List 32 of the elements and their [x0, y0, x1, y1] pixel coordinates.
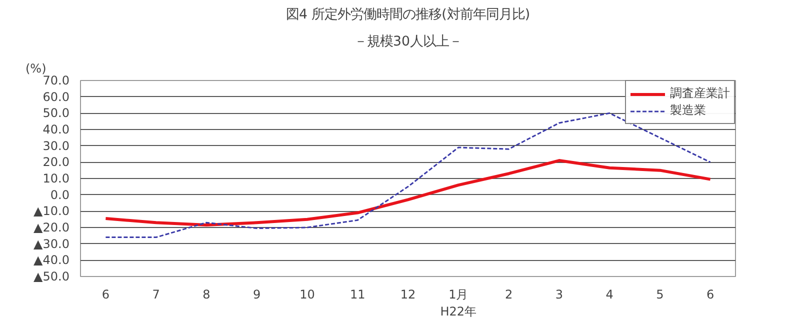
x-tick-label: 12 — [400, 288, 416, 302]
x-tick-label: 3 — [555, 288, 563, 302]
x-tick-label: 8 — [202, 288, 210, 302]
x-tick-label: 5 — [656, 288, 664, 302]
y-axis-title: (%) — [26, 62, 46, 76]
x-tick-label: 6 — [706, 288, 714, 302]
x-tick-label: 7 — [152, 288, 160, 302]
y-tick-label: 0.0 — [50, 188, 70, 202]
y-tick-label: 60.0 — [42, 90, 70, 104]
y-tick-label: 10.0 — [42, 172, 70, 186]
y-tick-label: 30.0 — [42, 138, 70, 153]
y-tick-label: ▲40.0 — [34, 253, 70, 268]
x-tick-label: 4 — [606, 288, 614, 302]
y-tick-label: ▲20.0 — [34, 220, 70, 234]
y-tick-label: 70.0 — [42, 74, 70, 88]
x-tick-label: 11 — [350, 288, 366, 302]
legend-label: 製造業 — [670, 102, 706, 119]
x-tick-label: 1月 H22年 — [440, 288, 477, 318]
legend-label: 調査産業計 — [670, 85, 730, 102]
line-series — [104, 159, 712, 227]
chart-subtitle: －規模30人以上－ — [354, 34, 462, 50]
y-tick-label: 20.0 — [42, 155, 70, 170]
x-tick-label: 2 — [504, 288, 513, 302]
y-tick-label: ▲10.0 — [34, 204, 70, 218]
y-tick-label: 50.0 — [42, 106, 70, 120]
x-tick-label: 9 — [253, 288, 261, 302]
y-tick-label: ▲50.0 — [34, 270, 70, 284]
y-tick-label: ▲30.0 — [34, 236, 70, 251]
x-tick-label: 10 — [300, 288, 315, 302]
y-tick-label: 40.0 — [42, 122, 70, 136]
chart-title: 図4 所定外労働時間の推移(対前年同月比) — [286, 6, 530, 22]
x-tick-label: 6 — [102, 288, 110, 302]
